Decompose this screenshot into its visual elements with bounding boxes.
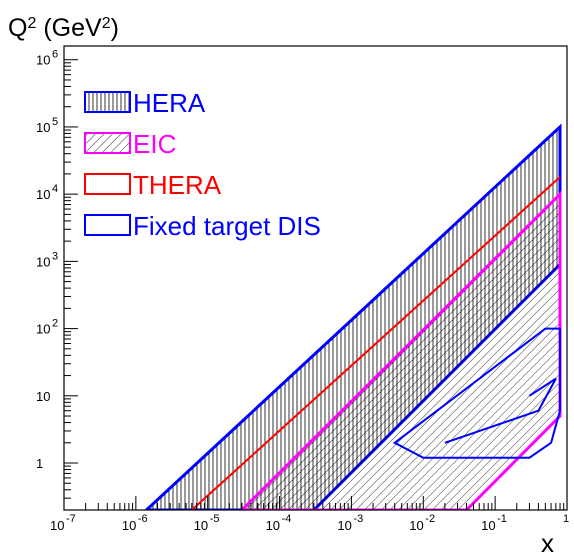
series-eic-region bbox=[242, 194, 560, 510]
y-tick-label-exponent: 6 bbox=[52, 49, 58, 61]
legend-label-eic: EIC bbox=[133, 129, 176, 159]
y-tick-label-exponent: 2 bbox=[52, 318, 58, 330]
x-tick-label-exponent: -6 bbox=[138, 513, 148, 525]
y-tick-label-exponent: 4 bbox=[52, 183, 58, 195]
y-tick-label-base: 10 bbox=[36, 322, 50, 337]
x-tick-label-exponent: -5 bbox=[210, 513, 220, 525]
x-tick-label-exponent: 1 bbox=[563, 513, 569, 525]
x-tick-label-exponent: -4 bbox=[282, 513, 292, 525]
x-tick-label-exponent: -2 bbox=[425, 513, 435, 525]
y-tick-label-base: 1 bbox=[36, 456, 43, 471]
y-tick-label-base: 10 bbox=[36, 187, 50, 202]
legend-label-fixed-target-dis: Fixed target DIS bbox=[133, 211, 321, 241]
x-tick-label-exponent: -3 bbox=[353, 513, 363, 525]
legend-label-thera: THERA bbox=[133, 170, 222, 200]
x-tick-label-base: 10 bbox=[409, 518, 423, 533]
y-axis-title: Q2 (GeV2) bbox=[8, 14, 119, 42]
legend-swatch-eic bbox=[85, 133, 130, 153]
x-tick-label-base: 10 bbox=[50, 518, 64, 533]
legend-swatch-hera bbox=[85, 92, 130, 112]
y-tick-label-exponent: 3 bbox=[52, 250, 58, 262]
x-tick-label-exponent: -1 bbox=[497, 513, 507, 525]
x-tick-label-base: 10 bbox=[266, 518, 280, 533]
x-tick-label-exponent: -7 bbox=[66, 513, 76, 525]
y-axis-label: Q2 (GeV2) bbox=[8, 14, 119, 42]
x-tick-label-base: 10 bbox=[194, 518, 208, 533]
x-axis-label: x bbox=[541, 528, 554, 554]
y-tick-label-base: 10 bbox=[36, 120, 50, 135]
y-tick-label-base: 10 bbox=[36, 53, 50, 68]
legend-swatch-fixed-target-dis bbox=[85, 215, 130, 235]
y-tick-label-base: 10 bbox=[36, 254, 50, 269]
legend-label-hera: HERA bbox=[133, 88, 206, 118]
y-tick-label-exponent: 5 bbox=[52, 116, 58, 128]
x-tick-label-base: 10 bbox=[337, 518, 351, 533]
y-tick-label-base: 10 bbox=[36, 389, 50, 404]
x-tick-label-base: 10 bbox=[122, 518, 136, 533]
legend-swatch-thera bbox=[85, 174, 130, 194]
x-tick-label-base: 10 bbox=[481, 518, 495, 533]
